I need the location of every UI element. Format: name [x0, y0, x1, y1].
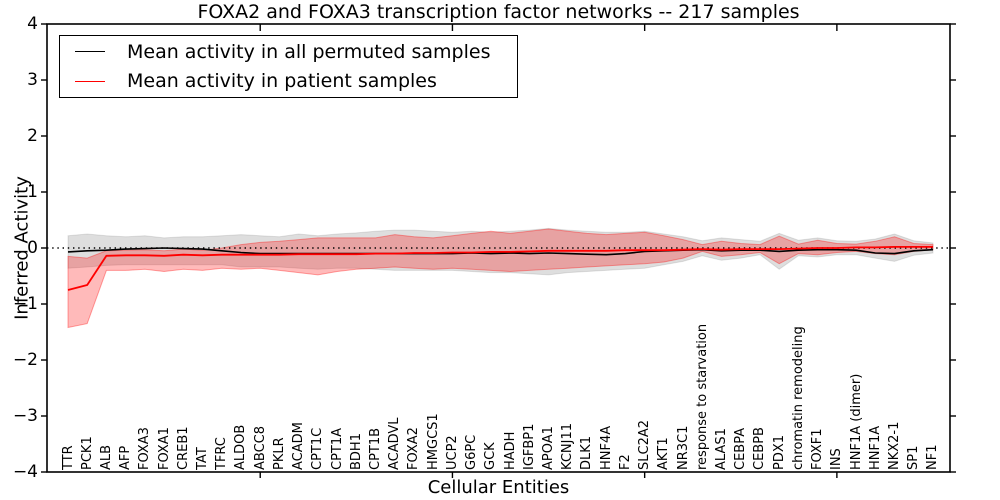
x-tick-label: ABCC8 [252, 425, 268, 470]
x-tick-label: ACADM [291, 422, 307, 470]
x-tick-label: FOXA3 [137, 427, 153, 470]
x-tick-label: ALB [98, 444, 114, 470]
x-tick-label: response to starvation [694, 323, 710, 470]
patient-mean-line [67, 245, 933, 291]
x-tick-label: FOXA2 [406, 427, 422, 470]
y-tick-label: −2 [12, 350, 38, 370]
x-tick-label: DLK1 [579, 435, 595, 470]
x-tick-label: FOXF1 [810, 428, 826, 470]
y-tick-label: 1 [27, 182, 38, 202]
x-tick-label: SP1 [906, 445, 922, 470]
permuted-mean-line [67, 247, 934, 256]
x-tick-label: TFRC [214, 437, 230, 470]
x-tick-label: PKLR [271, 437, 287, 470]
x-tick-label: HADH [502, 431, 518, 470]
x-tick-label: UCP2 [444, 435, 460, 470]
legend: Mean activity in all permuted samples Mea… [59, 35, 518, 98]
y-tick-label: 0 [27, 238, 38, 258]
chart-title: FOXA2 and FOXA3 transcription factor net… [197, 1, 800, 23]
permuted-line-sample [75, 51, 105, 53]
x-tick-label: GCK [483, 442, 499, 470]
x-tick-label: SLC2A2 [637, 419, 653, 470]
x-tick-label: NF1 [925, 444, 941, 470]
x-tick-label: CREB1 [175, 426, 191, 470]
x-tick-label: TTR [60, 445, 76, 470]
y-tick-label: −3 [12, 406, 38, 426]
x-tick-label: ACADVL [387, 417, 403, 470]
x-tick-label: F2 [617, 454, 633, 470]
x-tick-label: IGFBP1 [521, 423, 537, 470]
x-tick-label: FOXA1 [156, 427, 172, 470]
legend-item-label: Mean activity in patient samples [127, 70, 437, 93]
x-tick-label: NKX2-1 [887, 421, 903, 470]
legend-item-label: Mean activity in all permuted samples [127, 40, 491, 63]
x-tick-label: APOA1 [541, 426, 557, 470]
y-tick-label: 2 [27, 126, 38, 146]
x-tick-label: AFP [118, 445, 134, 470]
x-tick-label: ALDOB [233, 424, 249, 470]
x-tick-label: INS [829, 448, 845, 470]
legend-item: Mean activity in all permuted samples [60, 38, 517, 66]
x-tick-label: CEBPB [752, 427, 768, 470]
x-tick-label: chromatin remodeling [790, 326, 806, 470]
x-tick-label: HNF4A [598, 425, 614, 470]
y-tick-label: 4 [27, 14, 38, 34]
x-tick-label: G6PC [464, 434, 480, 470]
x-tick-label: HNF1A (dimer) [848, 373, 864, 470]
x-axis-label: Cellular Entities [427, 477, 570, 498]
x-tick-label: KCNJ11 [560, 423, 576, 470]
y-tick-label: −1 [12, 294, 38, 314]
x-tick-label: HMGCS1 [425, 413, 441, 470]
x-tick-label: NR3C1 [675, 425, 691, 470]
x-tick-label: HNF1A [867, 425, 883, 470]
x-tick-label: BDH1 [348, 433, 364, 470]
legend-item: Mean activity in patient samples [60, 67, 517, 95]
x-tick-label: CPT1B [368, 427, 384, 470]
x-tick-label: PCK1 [79, 436, 95, 470]
x-tick-label: CPT1A [329, 427, 345, 470]
x-tick-label: PDX1 [771, 434, 787, 470]
x-tick-label: ALAS1 [714, 428, 730, 470]
x-tick-label: AKT1 [656, 437, 672, 470]
y-tick-label: 3 [27, 70, 38, 90]
x-tick-label: CEBPA [733, 427, 749, 470]
x-tick-label: CPT1C [310, 427, 326, 470]
x-tick-label: TAT [195, 447, 211, 470]
y-tick-label: −4 [12, 462, 38, 482]
patient-line-sample [75, 80, 105, 82]
